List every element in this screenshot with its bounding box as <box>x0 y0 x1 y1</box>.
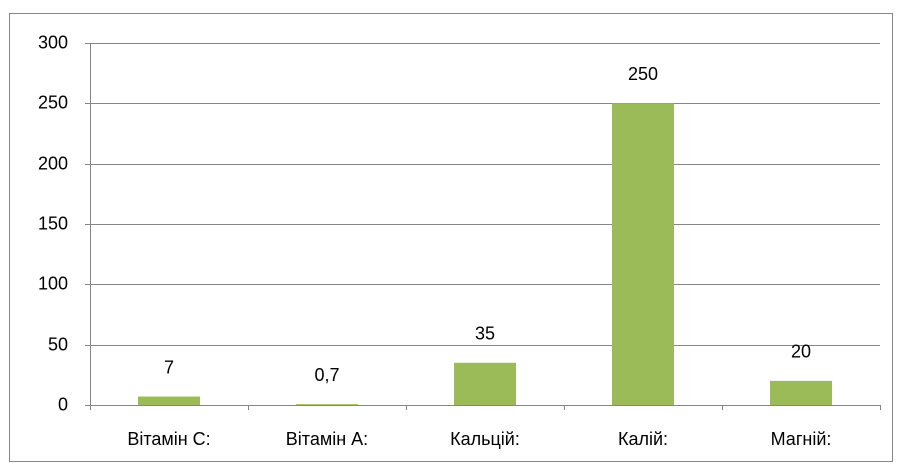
chart-border <box>9 13 893 462</box>
y-tick-label: 200 <box>38 153 68 173</box>
x-tick-label: Вітамін А: <box>286 429 368 449</box>
y-tick-label: 150 <box>38 213 68 233</box>
bar <box>138 396 200 405</box>
data-label: 20 <box>791 342 811 362</box>
bar <box>454 362 516 405</box>
data-label: 7 <box>164 357 174 377</box>
bar <box>770 380 832 405</box>
bar <box>612 103 674 405</box>
y-tick-label: 100 <box>38 273 68 293</box>
y-tick-label: 300 <box>38 32 68 52</box>
x-tick-label: Магній: <box>771 429 832 449</box>
x-tick-label: Калій: <box>618 429 668 449</box>
data-label: 0,7 <box>314 365 339 385</box>
y-tick-label: 250 <box>38 92 68 112</box>
y-tick-label: 0 <box>58 394 68 414</box>
x-tick-label: Вітамін С: <box>127 429 210 449</box>
data-label: 35 <box>475 324 495 344</box>
bar <box>296 404 358 405</box>
x-tick-label: Кальцій: <box>450 429 520 449</box>
data-label: 250 <box>628 64 658 84</box>
y-tick-label: 50 <box>48 334 68 354</box>
